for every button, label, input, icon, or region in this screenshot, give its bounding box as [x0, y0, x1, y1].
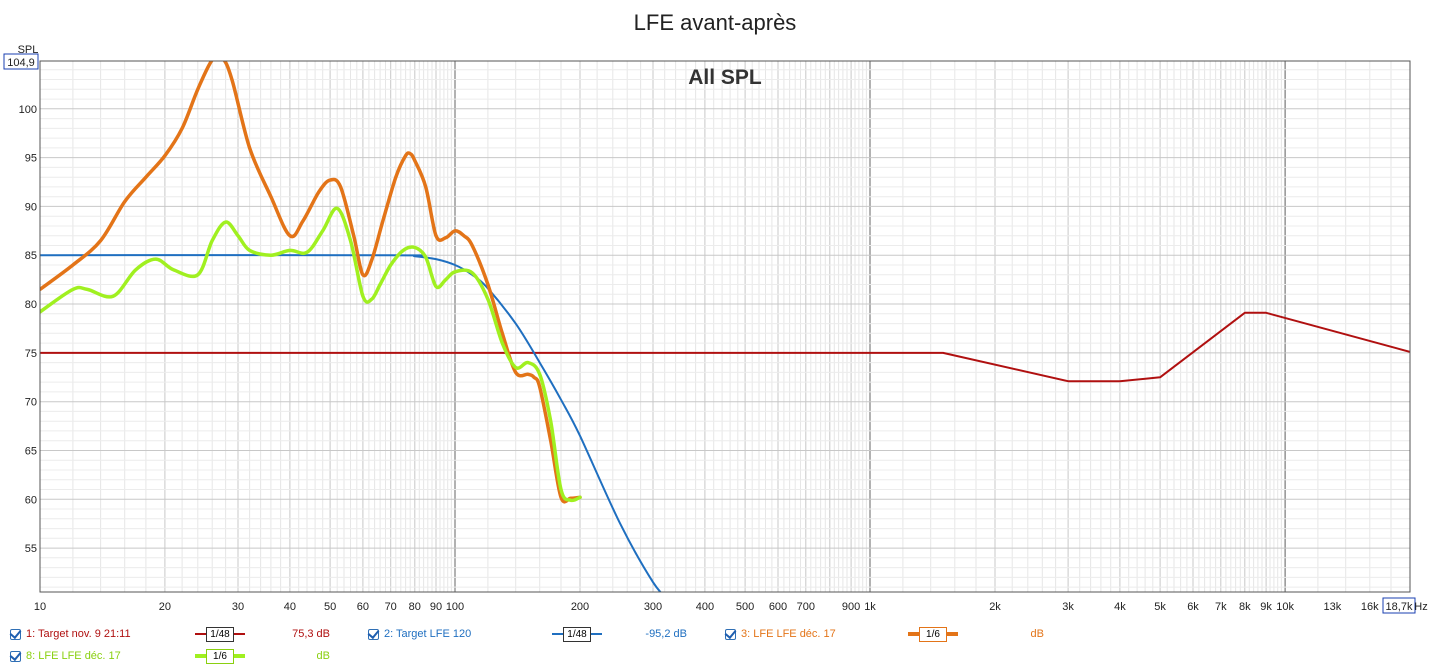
legend-value-8: dB [316, 650, 330, 662]
grid-lines [40, 61, 1411, 592]
series-line-1 [40, 311, 1410, 383]
legend-item-2[interactable]: 2: Target LFE 120 [367, 624, 472, 644]
x-tick-label: 2k [989, 601, 1001, 613]
x-tick-label: 900 [842, 601, 860, 613]
plot-frame [39, 60, 1411, 593]
y-tick-label: 60 [25, 494, 37, 506]
legend-label-8: 8: LFE LFE déc. 17 [26, 650, 121, 662]
legend-item-3[interactable]: 3: LFE LFE déc. 17 [724, 624, 836, 644]
legend-value-3: dB [1030, 628, 1044, 640]
x-tick-label: 10k [1276, 601, 1294, 613]
legend-item-8[interactable]: 8: LFE LFE déc. 17 [9, 646, 121, 666]
chart-title: LFE avant-après [634, 10, 797, 35]
legend-label-1: 1: Target nov. 9 21:11 [26, 628, 131, 640]
y-tick-label: 75 [25, 348, 37, 360]
legend-label-3: 3: LFE LFE déc. 17 [741, 628, 836, 640]
legend-label-2: 2: Target LFE 120 [384, 628, 472, 640]
legend-checkbox-1[interactable] [9, 626, 22, 640]
series-line-3 [40, 61, 582, 504]
x-tick-label: 80 [409, 601, 421, 613]
axis-ticks: 10 20 30 40 50 60 70 80 90 100 200 300 400 500 600 700 9… [19, 104, 1380, 613]
x-tick-label: 100 [446, 601, 464, 613]
legend-checkbox-8[interactable] [9, 648, 22, 662]
y-tick-label: 85 [25, 250, 37, 262]
x-tick-label: 60 [357, 601, 369, 613]
y-axis-label: SPL [18, 44, 39, 56]
chart-background [0, 0, 1431, 620]
x-tick-label: 400 [696, 601, 714, 613]
y-tick-label: 80 [25, 299, 37, 311]
y-tick-label: 70 [25, 397, 37, 409]
x-right-readout-box[interactable] [1382, 597, 1416, 614]
smoothing-value-2: 1/48 [563, 626, 591, 642]
x-tick-label: 7k [1215, 601, 1227, 613]
x-tick-label: 20 [159, 601, 171, 613]
x-tick-label: 16k [1361, 601, 1379, 613]
x-tick-label: 200 [571, 601, 589, 613]
y-tick-label: 65 [25, 446, 37, 458]
x-tick-label: 50 [324, 601, 336, 613]
x-right-readout: 18,7k [1386, 601, 1413, 613]
x-tick-label: 3k [1062, 601, 1074, 613]
x-unit-label: Hz [1414, 601, 1427, 613]
plot-inner-title: All SPL [688, 66, 762, 89]
x-tick-label: 700 [797, 601, 815, 613]
legend: 1: Target nov. 9 21:11 1/48 75,3 dB 2: T… [0, 620, 1431, 667]
x-tick-label: 4k [1114, 601, 1126, 613]
x-tick-label: 1k [864, 601, 876, 613]
y-tick-label: 55 [25, 543, 37, 555]
series-line-4 [40, 206, 582, 503]
x-tick-label: 6k [1187, 601, 1199, 613]
x-tick-label: 10 [34, 601, 46, 613]
legend-item-1[interactable]: 1: Target nov. 9 21:11 [9, 624, 131, 644]
smoothing-control-3[interactable]: 1/6 [908, 626, 958, 642]
y-tick-label: 95 [25, 153, 37, 165]
smoothing-value-8: 1/6 [206, 648, 234, 664]
smoothing-control-8[interactable]: 1/6 [195, 648, 245, 664]
x-tick-label: 70 [385, 601, 397, 613]
y-top-readout: 104,9 [7, 57, 35, 69]
y-tick-label: 90 [25, 201, 37, 213]
x-tick-label: 8k [1239, 601, 1251, 613]
x-tick-label: 90 [430, 601, 442, 613]
legend-value-1: 75,3 dB [292, 628, 330, 640]
x-tick-label: 5k [1154, 601, 1166, 613]
smoothing-control-1[interactable]: 1/48 [195, 626, 245, 642]
x-tick-label: 600 [769, 601, 787, 613]
x-tick-label: 13k [1324, 601, 1342, 613]
x-tick-label: 9k [1260, 601, 1272, 613]
x-tick-label: 30 [232, 601, 244, 613]
y-top-readout-box[interactable] [3, 53, 39, 70]
y-tick-label: 100 [19, 104, 37, 116]
spl-chart: LFE avant-après All SPL 10 20 30 40 50 60 70 80… [0, 0, 1431, 620]
x-tick-label: 300 [644, 601, 662, 613]
smoothing-value-1: 1/48 [206, 626, 234, 642]
x-tick-label: 40 [284, 601, 296, 613]
legend-value-2: -95,2 dB [645, 628, 687, 640]
smoothing-value-3: 1/6 [919, 626, 947, 642]
x-tick-label: 500 [736, 601, 754, 613]
smoothing-control-2[interactable]: 1/48 [552, 626, 602, 642]
series-layer [40, 61, 1410, 592]
legend-checkbox-3[interactable] [724, 626, 737, 640]
legend-checkbox-2[interactable] [367, 626, 380, 640]
